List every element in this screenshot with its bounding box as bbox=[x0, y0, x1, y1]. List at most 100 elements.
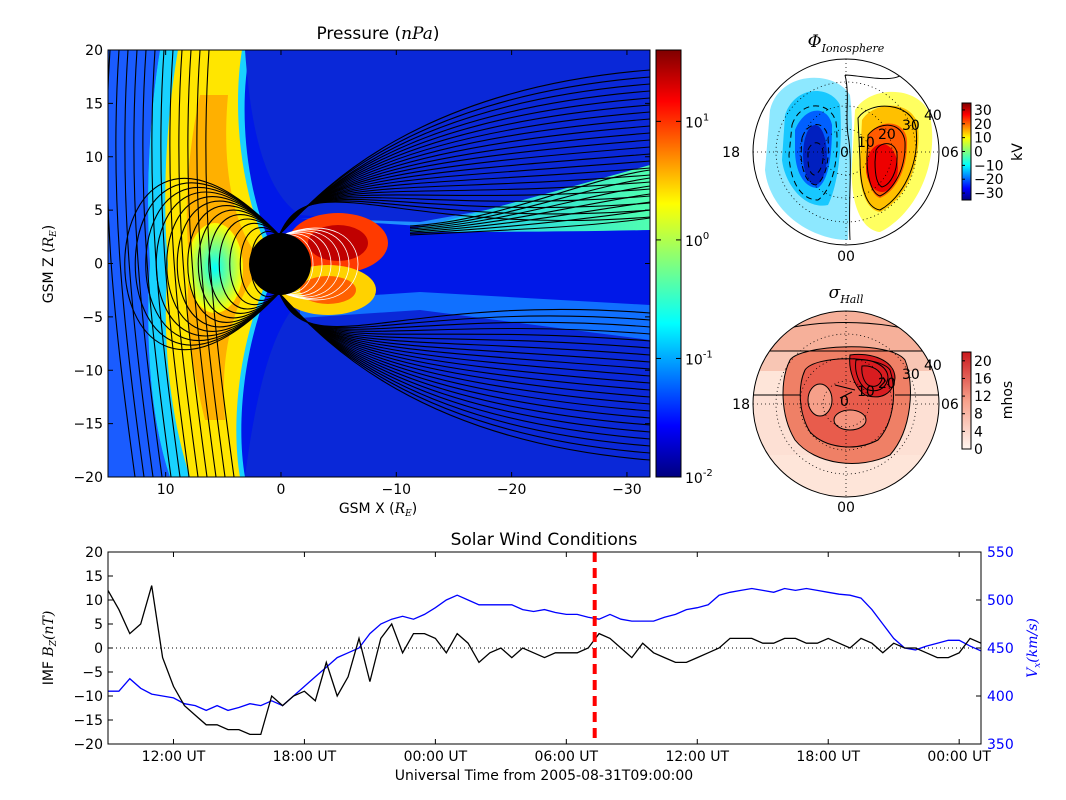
phi-frame bbox=[752, 58, 940, 246]
bz-axis-label: IMF BZ(nT) bbox=[41, 611, 59, 686]
sw-xtick-label: 00:00 UT bbox=[404, 749, 468, 765]
phi-cbar-label: 10 bbox=[974, 131, 992, 147]
solar-wind-field-line bbox=[124, 50, 154, 477]
solar-wind-axes: 12:00 UT 18:00 UT 00:00 UT 06:00 UT 12:00 UT… bbox=[73, 545, 1013, 765]
pressure-ytick-label: 10 bbox=[85, 150, 103, 166]
sigma-cbar-label: 16 bbox=[974, 371, 992, 387]
pressure-title: Pressure (nPa) bbox=[316, 24, 439, 44]
pressure-colorbar-ticks: 101 100 10-1 10-2 bbox=[656, 112, 713, 487]
bz-ytick-label: 10 bbox=[85, 593, 103, 609]
bz-ytick-label: 0 bbox=[94, 641, 103, 657]
sigma-field bbox=[753, 311, 939, 497]
earth-disk bbox=[249, 233, 311, 295]
pressure-ytick-label: 0 bbox=[94, 257, 103, 273]
phi-cbar-label: 20 bbox=[974, 117, 992, 133]
pressure-ytick-label: 5 bbox=[94, 203, 103, 219]
pressure-xtick-label: −10 bbox=[382, 482, 412, 498]
pressure-colorbar bbox=[655, 49, 682, 478]
pressure-field bbox=[108, 50, 650, 477]
phi-ionosphere-plot: ΦIonosphere 18 06 00 40 30 20 10 0 30201… bbox=[722, 32, 1026, 265]
inner-field-line bbox=[279, 234, 314, 294]
plasma-sheet-line bbox=[409, 209, 650, 235]
sw-xtick-label: 18:00 UT bbox=[273, 749, 337, 765]
pressure-ylabel: GSM Z (RE) bbox=[41, 225, 59, 303]
phi-lat-30: 30 bbox=[902, 118, 920, 134]
vx-ytick-label: 350 bbox=[987, 737, 1014, 753]
pressure-ytick-label: −5 bbox=[82, 310, 103, 326]
vx-series-line bbox=[108, 587, 981, 712]
solar-wind-xlabel: Universal Time from 2005-08-31T09:00:00 bbox=[395, 768, 693, 784]
sigma-label-00: 00 bbox=[837, 500, 855, 516]
pressure-xtick-label: 0 bbox=[277, 482, 286, 498]
plasma-sheet-line bbox=[409, 217, 650, 236]
phi-label-06: 06 bbox=[941, 145, 959, 161]
phi-label-18: 18 bbox=[722, 145, 740, 161]
sw-xtick-label: 00:00 UT bbox=[927, 749, 991, 765]
bz-ytick-label: −20 bbox=[73, 737, 103, 753]
dayside-field-line bbox=[229, 222, 281, 306]
solar-wind-field-line bbox=[142, 50, 172, 477]
inner-field-line bbox=[279, 233, 323, 295]
plasma-sheet-line bbox=[409, 193, 650, 232]
pressure-ytick-label: 20 bbox=[85, 43, 103, 59]
sigma-cbar-label: 4 bbox=[974, 424, 983, 440]
bz-ytick-label: 20 bbox=[85, 545, 103, 561]
sigma-label-18: 18 bbox=[732, 397, 750, 413]
solar-wind-field-line bbox=[160, 50, 190, 477]
bz-series-line bbox=[108, 585, 981, 736]
sw-xtick-label: 12:00 UT bbox=[142, 749, 206, 765]
vx-ytick-label: 400 bbox=[987, 689, 1014, 705]
sw-xtick-label: 06:00 UT bbox=[535, 749, 599, 765]
pressure-ytick-label: −15 bbox=[73, 417, 103, 433]
sigma-lat-40: 40 bbox=[924, 358, 942, 374]
pressure-ytick-label: 15 bbox=[85, 96, 103, 112]
sigma-cbar-label: 0 bbox=[974, 442, 983, 458]
sigma-lat-30: 30 bbox=[902, 367, 920, 383]
phi-title: ΦIonosphere bbox=[808, 32, 885, 55]
plasma-sheet-line bbox=[409, 177, 650, 229]
pressure-xtick-label: 10 bbox=[157, 482, 175, 498]
solar-wind-field-line bbox=[205, 50, 235, 477]
pressure-xtick-label: −30 bbox=[612, 482, 642, 498]
dayside-field-line bbox=[187, 205, 281, 323]
sigma-colorbar-label: mhos bbox=[1000, 381, 1016, 419]
bz-ytick-label: −10 bbox=[73, 689, 103, 705]
pressure-cbar-label: 100 bbox=[685, 231, 709, 250]
vx-ytick-label: 550 bbox=[987, 545, 1014, 561]
bz-ytick-label: −5 bbox=[82, 665, 103, 681]
solar-wind-field-line bbox=[151, 50, 181, 477]
dayside-field-line bbox=[208, 214, 281, 314]
dayside-field-line bbox=[124, 178, 281, 350]
dayside-field-line bbox=[145, 186, 281, 342]
phi-lat-40: 40 bbox=[924, 108, 942, 124]
field-lines bbox=[108, 50, 650, 477]
dayside-field-line bbox=[176, 200, 281, 328]
solar-wind-plot: Solar Wind Conditions 12:00 UT 18:00 UT 00… bbox=[41, 530, 1043, 784]
sigma-cbar-label: 12 bbox=[974, 389, 992, 405]
pressure-cbar-label: 101 bbox=[685, 112, 709, 131]
plasma-sheet-line bbox=[409, 185, 650, 230]
tail-field-line-north bbox=[279, 201, 650, 235]
pressure-axes: 10 0 −10 −20 −30 20 15 10 5 0 −5 −10 −15 −20 bbox=[73, 43, 650, 498]
pressure-cbar-label: 10-1 bbox=[685, 349, 713, 368]
phi-lat-0: 0 bbox=[840, 145, 849, 161]
solar-wind-field-line bbox=[178, 50, 208, 477]
pressure-xtick-label: −20 bbox=[497, 482, 527, 498]
inner-field-line bbox=[279, 230, 341, 298]
phi-cbar-label: 30 bbox=[974, 103, 992, 119]
inner-field-line bbox=[279, 227, 359, 301]
dayside-field-line bbox=[166, 196, 281, 332]
sigma-lat-20: 20 bbox=[878, 376, 896, 392]
inner-field-line bbox=[279, 229, 350, 299]
sigma-lat-10: 10 bbox=[857, 384, 875, 400]
sigma-cbar-label: 20 bbox=[974, 354, 992, 370]
solar-wind-field-line bbox=[133, 50, 163, 477]
bz-ytick-label: −15 bbox=[73, 713, 103, 729]
sigma-label-06: 06 bbox=[941, 397, 959, 413]
pressure-xlabel: GSM X (RE) bbox=[339, 501, 417, 519]
dayside-field-line bbox=[239, 227, 281, 301]
